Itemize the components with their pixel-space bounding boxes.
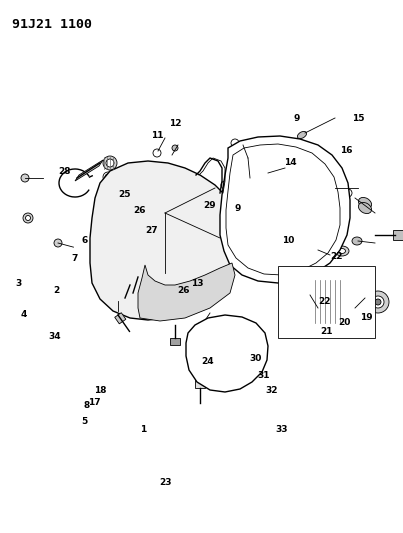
Ellipse shape [358, 203, 372, 214]
Ellipse shape [326, 288, 354, 316]
FancyBboxPatch shape [318, 303, 363, 325]
Text: 17: 17 [88, 398, 101, 407]
Polygon shape [115, 313, 126, 324]
Ellipse shape [203, 371, 210, 378]
Ellipse shape [303, 226, 317, 240]
Text: 29: 29 [203, 201, 216, 209]
Ellipse shape [119, 238, 137, 258]
Text: 9: 9 [293, 114, 299, 123]
Ellipse shape [319, 281, 361, 323]
Text: 26: 26 [177, 286, 190, 295]
Ellipse shape [242, 371, 249, 378]
Text: 25: 25 [118, 190, 131, 199]
Ellipse shape [336, 184, 348, 192]
Text: 28: 28 [58, 167, 71, 176]
Ellipse shape [332, 295, 347, 310]
Text: 27: 27 [145, 226, 158, 235]
Ellipse shape [25, 215, 31, 221]
Text: 8: 8 [83, 401, 90, 409]
Ellipse shape [103, 220, 153, 276]
Text: 16: 16 [340, 146, 353, 155]
Polygon shape [170, 338, 180, 345]
Text: 4: 4 [21, 310, 27, 319]
Polygon shape [393, 230, 403, 240]
Ellipse shape [112, 230, 144, 266]
Text: 9: 9 [235, 205, 241, 213]
Ellipse shape [105, 174, 111, 180]
Polygon shape [90, 161, 235, 320]
Text: 7: 7 [71, 254, 78, 263]
Text: 15: 15 [352, 114, 365, 123]
Ellipse shape [335, 246, 349, 256]
Text: 13: 13 [191, 279, 204, 288]
Text: 23: 23 [159, 478, 172, 487]
Text: 2: 2 [53, 286, 60, 295]
Text: 5: 5 [81, 417, 88, 425]
Polygon shape [195, 368, 205, 388]
Ellipse shape [106, 159, 114, 167]
Ellipse shape [254, 231, 262, 239]
Ellipse shape [203, 330, 210, 337]
Ellipse shape [344, 189, 352, 197]
Ellipse shape [358, 197, 372, 208]
Ellipse shape [307, 230, 314, 237]
Ellipse shape [242, 330, 249, 337]
Ellipse shape [221, 181, 229, 189]
Text: 20: 20 [339, 318, 351, 327]
Polygon shape [186, 315, 268, 392]
Text: 3: 3 [15, 279, 21, 288]
Ellipse shape [193, 351, 207, 371]
Text: 30: 30 [250, 354, 262, 362]
Ellipse shape [103, 156, 117, 170]
Ellipse shape [23, 213, 33, 223]
Text: 22: 22 [318, 297, 331, 305]
Text: 14: 14 [284, 158, 297, 167]
Ellipse shape [112, 287, 124, 299]
Text: 18: 18 [94, 386, 107, 394]
Polygon shape [138, 263, 235, 321]
Text: 31: 31 [258, 372, 270, 380]
Text: 19: 19 [360, 313, 373, 321]
Text: 22: 22 [330, 253, 343, 261]
Text: 34: 34 [48, 333, 61, 341]
Ellipse shape [297, 132, 307, 139]
Text: 11: 11 [151, 132, 164, 140]
Ellipse shape [372, 296, 384, 308]
Text: 6: 6 [81, 237, 88, 245]
Text: 21: 21 [320, 327, 333, 336]
Ellipse shape [207, 334, 245, 374]
Ellipse shape [127, 292, 135, 300]
Bar [278, 266, 375, 338]
Polygon shape [220, 136, 350, 283]
Text: 24: 24 [201, 357, 214, 366]
Ellipse shape [339, 248, 345, 254]
Ellipse shape [250, 227, 266, 243]
Ellipse shape [367, 291, 389, 313]
Ellipse shape [312, 245, 320, 253]
Ellipse shape [231, 139, 239, 147]
Ellipse shape [21, 174, 29, 182]
Ellipse shape [261, 172, 271, 178]
Text: 1: 1 [140, 425, 146, 433]
Ellipse shape [96, 212, 160, 284]
Ellipse shape [226, 259, 234, 267]
Ellipse shape [306, 274, 314, 282]
Text: 12: 12 [169, 119, 182, 128]
Text: 33: 33 [276, 425, 289, 433]
Ellipse shape [375, 299, 381, 305]
Ellipse shape [352, 237, 362, 245]
Ellipse shape [54, 239, 62, 247]
Text: 10: 10 [282, 237, 294, 245]
Ellipse shape [312, 274, 368, 329]
Polygon shape [75, 160, 103, 181]
Ellipse shape [115, 290, 121, 296]
Text: 26: 26 [133, 206, 145, 215]
Text: 32: 32 [266, 386, 278, 394]
Ellipse shape [214, 341, 238, 367]
Text: 91J21 1100: 91J21 1100 [12, 18, 92, 31]
Ellipse shape [172, 145, 178, 151]
Ellipse shape [201, 328, 251, 380]
